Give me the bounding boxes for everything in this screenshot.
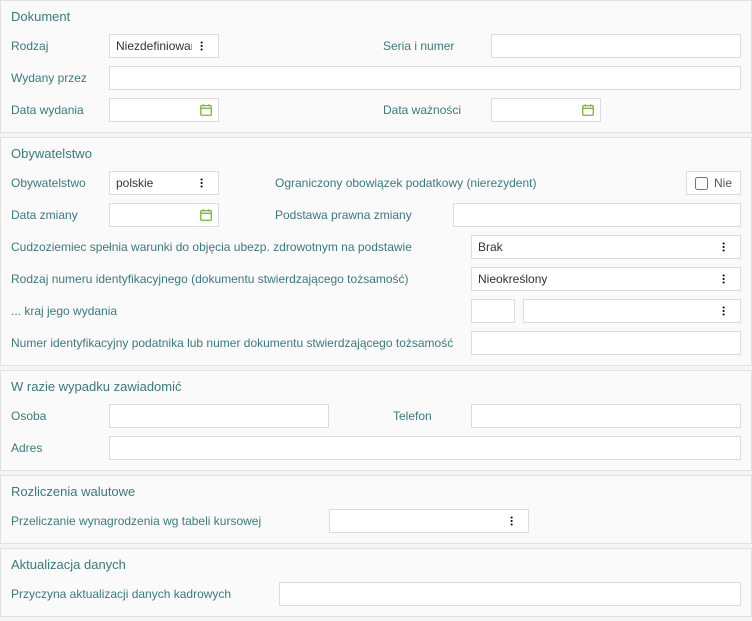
list-icon[interactable] — [719, 302, 737, 320]
label-seria: Seria i numer — [383, 39, 483, 53]
section-title: Dokument — [11, 9, 741, 24]
section-rozliczenia: Rozliczenia walutowe Przeliczanie wynagr… — [0, 475, 752, 544]
label-kraj: ... kraj jego wydania — [11, 304, 463, 318]
calendar-icon[interactable] — [579, 101, 597, 119]
list-icon[interactable] — [197, 174, 215, 192]
calendar-icon[interactable] — [197, 206, 215, 224]
list-icon[interactable] — [197, 37, 215, 55]
label-rodzaj: Rodzaj — [11, 39, 101, 53]
section-aktualizacja: Aktualizacja danych Przyczyna aktualizac… — [0, 548, 752, 617]
label-przeliczanie: Przeliczanie wynagrodzenia wg tabeli kur… — [11, 514, 321, 528]
calendar-icon[interactable] — [197, 101, 215, 119]
input-przeliczanie[interactable] — [329, 509, 529, 533]
label-osoba: Osoba — [11, 409, 101, 423]
label-podstawa: Podstawa prawna zmiany — [275, 208, 445, 222]
section-title: Aktualizacja danych — [11, 557, 741, 572]
label-wydany: Wydany przez — [11, 71, 101, 85]
input-cudzoziemiec[interactable] — [471, 235, 741, 259]
input-numer-id[interactable] — [471, 331, 741, 355]
checkbox-input[interactable] — [695, 177, 708, 190]
section-title: Obywatelstwo — [11, 146, 741, 161]
input-przyczyna[interactable] — [279, 582, 741, 606]
input-telefon[interactable] — [471, 404, 741, 428]
list-icon[interactable] — [719, 270, 737, 288]
section-title: Rozliczenia walutowe — [11, 484, 741, 499]
input-rodzaj-numeru[interactable] — [471, 267, 741, 291]
input-podstawa[interactable] — [453, 203, 741, 227]
label-cudzoziemiec: Cudzoziemiec spełnia warunki do objęcia … — [11, 240, 463, 254]
label-obyw: Obywatelstwo — [11, 176, 101, 190]
section-obywatelstwo: Obywatelstwo Obywatelstwo Ograniczony ob… — [0, 137, 752, 366]
checkbox-label: Nie — [714, 176, 732, 190]
section-wypadek: W razie wypadku zawiadomić Osoba Telefon… — [0, 370, 752, 471]
input-wydany[interactable] — [109, 66, 741, 90]
label-przyczyna: Przyczyna aktualizacji danych kadrowych — [11, 587, 271, 601]
label-data-waznosci: Data ważności — [383, 103, 483, 117]
list-icon[interactable] — [507, 512, 525, 530]
input-adres[interactable] — [109, 436, 741, 460]
input-seria[interactable] — [491, 34, 741, 58]
label-telefon: Telefon — [393, 409, 463, 423]
section-title: W razie wypadku zawiadomić — [11, 379, 741, 394]
label-ogranicz: Ograniczony obowiązek podatkowy (nierezy… — [275, 176, 678, 190]
list-icon[interactable] — [719, 238, 737, 256]
label-adres: Adres — [11, 441, 101, 455]
label-data-wydania: Data wydania — [11, 103, 101, 117]
input-osoba[interactable] — [109, 404, 329, 428]
section-dokument: Dokument Rodzaj Seria i numer Wydany prz… — [0, 0, 752, 133]
label-data-zmiany: Data zmiany — [11, 208, 101, 222]
label-rodzaj-numeru: Rodzaj numeru identyfikacyjnego (dokumen… — [11, 272, 463, 286]
input-kraj-name[interactable] — [523, 299, 741, 323]
checkbox-nierezydent[interactable]: Nie — [686, 171, 741, 195]
label-numer-id: Numer identyfikacyjny podatnika lub nume… — [11, 336, 463, 350]
input-kraj-code[interactable] — [471, 299, 515, 323]
